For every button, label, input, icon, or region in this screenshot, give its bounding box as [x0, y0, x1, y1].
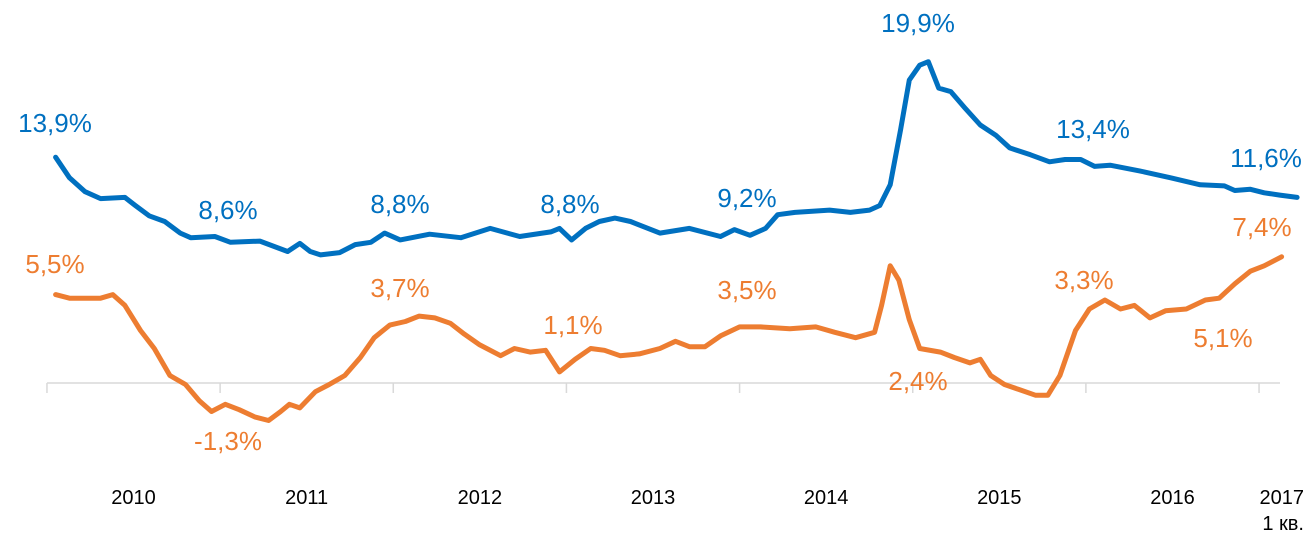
x-tick-label: 2017 1 кв.: [1259, 487, 1305, 535]
data-label: -1,3%: [194, 426, 262, 456]
data-label: 7,4%: [1232, 212, 1291, 242]
x-tick-label: 2015: [977, 487, 1022, 509]
data-label: 13,4%: [1056, 114, 1130, 144]
data-label: 8,8%: [540, 189, 599, 219]
data-label: 3,3%: [1054, 265, 1113, 295]
x-tick-label: 2014: [803, 487, 849, 509]
x-tick-label: 2010: [111, 487, 156, 509]
line-series: [53, 59, 1300, 258]
data-label: 8,6%: [198, 195, 257, 225]
data-label: 3,7%: [370, 273, 429, 303]
data-label: 5,1%: [1193, 323, 1252, 353]
x-tick-label: 2013: [630, 487, 676, 509]
data-label: 8,8%: [370, 189, 429, 219]
data-label: 1,1%: [543, 310, 602, 340]
data-label: 19,9%: [881, 8, 955, 38]
data-label: 5,5%: [25, 249, 84, 279]
x-tick-label: 2011: [285, 487, 329, 509]
data-label: 11,6%: [1230, 143, 1302, 173]
line-series: [53, 254, 1285, 423]
data-label: 2,4%: [888, 366, 947, 396]
data-label: 13,9%: [18, 108, 92, 138]
data-label: 9,2%: [717, 183, 776, 213]
x-tick-label: 2012: [457, 487, 503, 509]
x-tick-label: 2016: [1150, 487, 1195, 509]
data-label: 3,5%: [717, 275, 776, 305]
